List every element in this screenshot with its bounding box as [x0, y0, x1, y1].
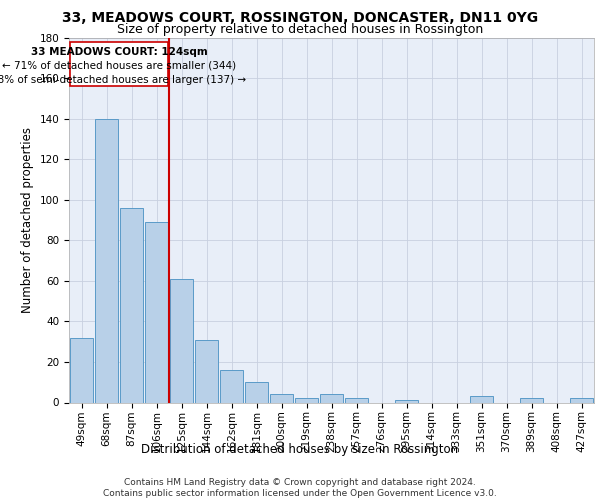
Bar — [295, 398, 318, 402]
Text: Distribution of detached houses by size in Rossington: Distribution of detached houses by size … — [142, 442, 458, 456]
Bar — [470, 396, 493, 402]
Bar — [95, 118, 118, 403]
Text: 33, MEADOWS COURT, ROSSINGTON, DONCASTER, DN11 0YG: 33, MEADOWS COURT, ROSSINGTON, DONCASTER… — [62, 11, 538, 25]
Bar — [195, 340, 218, 402]
Bar — [220, 370, 243, 402]
Bar — [520, 398, 543, 402]
Bar — [570, 398, 593, 402]
Bar — [245, 382, 268, 402]
Y-axis label: Number of detached properties: Number of detached properties — [21, 127, 34, 313]
Bar — [145, 222, 168, 402]
Bar — [170, 279, 193, 402]
Bar — [70, 42, 168, 86]
Bar — [270, 394, 293, 402]
Text: 33 MEADOWS COURT: 124sqm: 33 MEADOWS COURT: 124sqm — [31, 46, 208, 56]
Bar — [120, 208, 143, 402]
Bar — [320, 394, 343, 402]
Text: 28% of semi-detached houses are larger (137) →: 28% of semi-detached houses are larger (… — [0, 75, 247, 85]
Text: ← 71% of detached houses are smaller (344): ← 71% of detached houses are smaller (34… — [2, 61, 236, 71]
Bar — [395, 400, 418, 402]
Bar — [70, 338, 93, 402]
Text: Size of property relative to detached houses in Rossington: Size of property relative to detached ho… — [117, 22, 483, 36]
Text: Contains HM Land Registry data © Crown copyright and database right 2024.
Contai: Contains HM Land Registry data © Crown c… — [103, 478, 497, 498]
Bar — [345, 398, 368, 402]
